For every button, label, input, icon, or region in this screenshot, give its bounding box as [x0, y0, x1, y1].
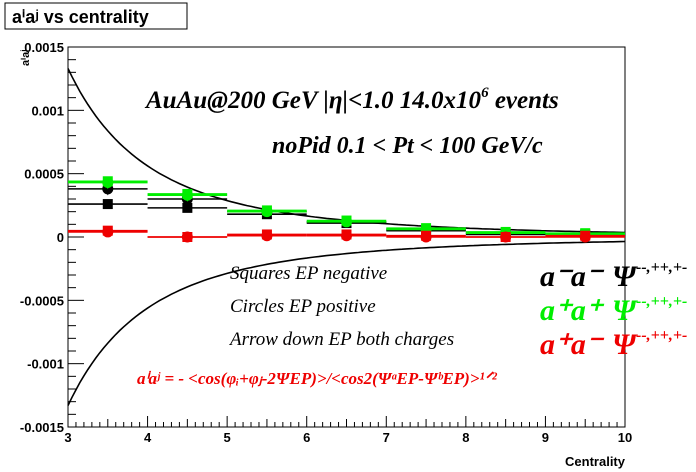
- series-label-2: a⁺a⁻ Ψ --,++,+-: [540, 327, 687, 361]
- legend-arrows: Arrow down EP both charges: [228, 329, 454, 350]
- arrow-marker-1-0: [102, 180, 113, 190]
- x-tick-label-5: 5: [224, 430, 231, 445]
- series-label-2-pair: a⁺a⁻: [540, 328, 605, 361]
- series-label-2-psi: Ψ: [612, 328, 638, 361]
- y-tick-label--0.0005: -0.0005: [20, 293, 64, 308]
- series-label-1-sup: --,++,+-: [636, 293, 687, 310]
- series-label-0-pair: a⁻a⁻: [540, 260, 605, 293]
- chart-title-box: aⁱaʲ vs centrality: [4, 2, 188, 30]
- title-frame: [4, 2, 188, 30]
- y-tick-label--0.001: -0.001: [27, 357, 64, 372]
- y-tick-label-0: 0: [57, 230, 64, 245]
- arrow-marker-2-6: [580, 232, 591, 241]
- chart-title: aⁱaʲ vs centrality: [12, 7, 149, 27]
- x-tick-label-9: 9: [542, 430, 549, 445]
- square-marker-0-1: [182, 202, 193, 213]
- x-tick-label-7: 7: [383, 430, 390, 445]
- legend-squares: Squares EP negative: [230, 263, 387, 284]
- square-marker-0-0: [102, 199, 113, 210]
- arrow-marker-2-3: [341, 230, 352, 240]
- x-tick-label-3: 3: [64, 430, 71, 445]
- y-tick-label-0.0005: 0.0005: [24, 167, 64, 182]
- x-tick-label-4: 4: [144, 430, 152, 445]
- arrow-marker-2-4: [421, 232, 432, 241]
- annotation-dataset: AuAu@200 GeV |η|<1.0 14.0x106 events: [144, 85, 559, 114]
- arrow-marker-0-0: [102, 186, 113, 196]
- y-tick-label--0.0015: -0.0015: [20, 420, 64, 435]
- arrow-marker-2-5: [500, 232, 511, 241]
- x-tick-label-6: 6: [303, 430, 310, 445]
- series-label-1: a⁺a⁺ Ψ --,++,+-: [540, 293, 687, 327]
- formula: aⁱaʲ = - <cos(φᵢ+φⱼ-2ΨEP)>/<cos2(ΨᵃEP-Ψᵇ…: [137, 369, 498, 388]
- arrow-marker-1-4: [421, 225, 432, 235]
- arrow-marker-2-2: [261, 230, 272, 240]
- annotation-cuts: noPid 0.1 < Pt < 100 GeV/c: [272, 133, 543, 159]
- series-label-0-psi: Ψ: [612, 260, 638, 293]
- series-label-0: a⁻a⁻ Ψ --,++,+-: [540, 259, 687, 293]
- arrow-marker-1-2: [261, 207, 272, 217]
- series-label-0-sup: --,++,+-: [636, 259, 687, 276]
- arrow-marker-1-1: [182, 192, 193, 202]
- x-tick-label-10: 10: [618, 430, 632, 445]
- y-axis-label: aⁱaʲ: [19, 50, 32, 66]
- envelope-lower: [67, 240, 626, 406]
- x-tick-label-8: 8: [462, 430, 469, 445]
- series-label-2-sup: --,++,+-: [636, 327, 687, 344]
- arrow-marker-2-1: [182, 232, 193, 241]
- arrow-marker-1-3: [341, 218, 352, 228]
- x-axis-label: Centrality: [565, 454, 626, 469]
- arrow-marker-2-0: [102, 226, 113, 236]
- y-tick-label-0.0015: 0.0015: [24, 40, 64, 55]
- series-label-1-psi: Ψ: [612, 294, 638, 327]
- series-label-1-pair: a⁺a⁺: [540, 294, 605, 327]
- legend-circles: Circles EP positive: [230, 296, 376, 317]
- y-tick-label-0.001: 0.001: [31, 103, 64, 118]
- data-marks: [68, 176, 625, 243]
